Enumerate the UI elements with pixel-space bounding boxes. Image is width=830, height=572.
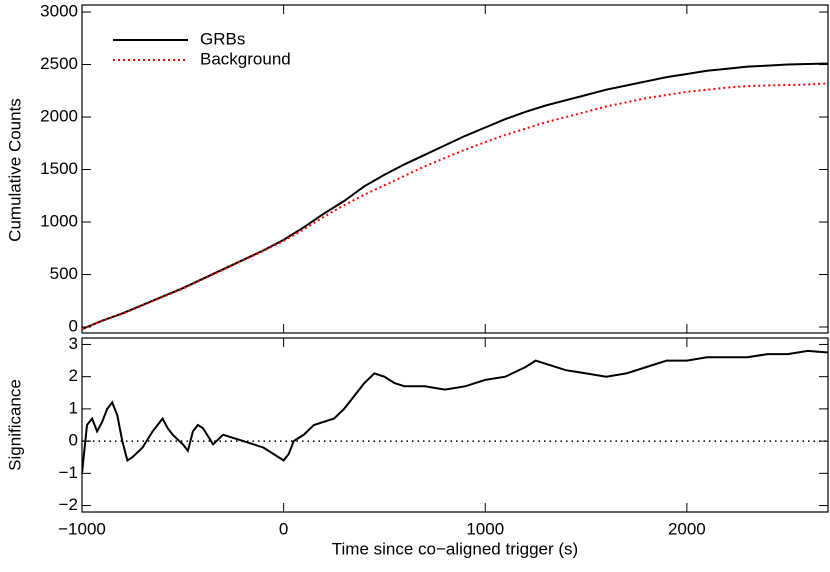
x-tick-label: 0 <box>279 519 288 538</box>
x-axis-label: Time since co−aligned trigger (s) <box>332 539 578 558</box>
y-tick-label: 500 <box>50 264 78 283</box>
y-tick-label: −1 <box>59 463 78 482</box>
y-tick-label: 2 <box>69 366 78 385</box>
y-tick-label: 3 <box>69 334 78 353</box>
data-line <box>82 82 828 331</box>
data-line <box>82 349 828 474</box>
y-tick-label: 2500 <box>40 54 78 73</box>
y-tick-label: 1500 <box>40 159 78 178</box>
y-tick-label: 2000 <box>40 107 78 126</box>
plot-frame <box>81 4 829 334</box>
x-tick-label: 2000 <box>668 519 706 538</box>
x-tick-label: −1000 <box>58 519 106 538</box>
y-axis-label: Cumulative Counts <box>5 98 24 242</box>
y-tick-label: 0 <box>69 431 78 450</box>
y-tick-label: −2 <box>59 495 78 514</box>
y-tick-label: 3000 <box>40 2 78 21</box>
x-tick-label: 1000 <box>466 519 504 538</box>
y-tick-label: 1 <box>69 398 78 417</box>
y-axis-label: Significance <box>5 379 24 471</box>
plot-frame <box>81 337 829 513</box>
legend-label: GRBs <box>200 29 245 48</box>
data-line <box>82 62 828 331</box>
legend-label: Background <box>200 49 291 68</box>
y-tick-label: 0 <box>69 316 78 335</box>
y-tick-label: 1000 <box>40 212 78 231</box>
